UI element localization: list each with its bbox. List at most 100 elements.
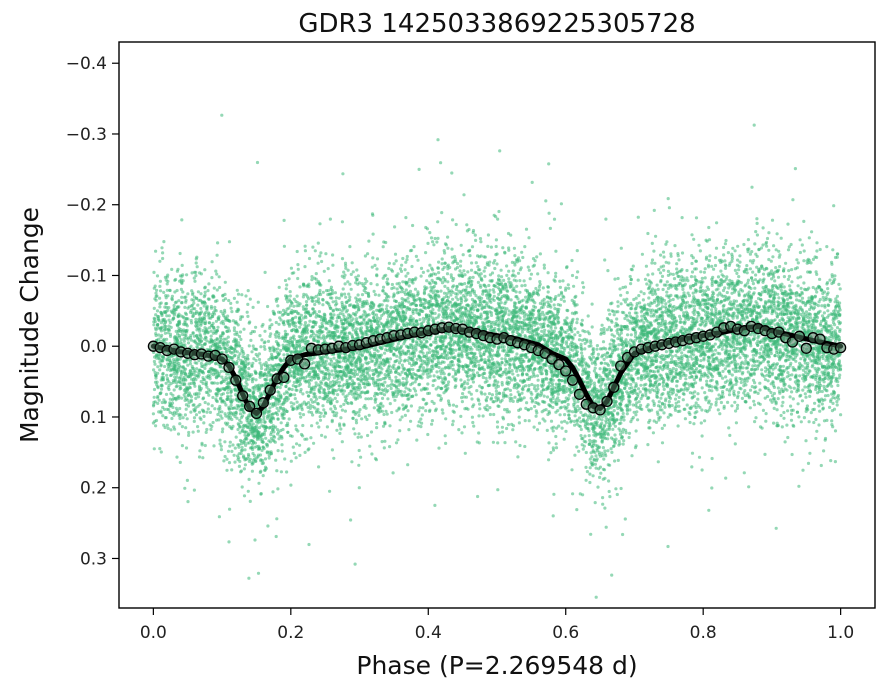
data-point <box>313 400 317 404</box>
data-point <box>524 295 528 299</box>
data-point <box>836 393 841 398</box>
data-point <box>746 238 751 242</box>
data-point <box>699 421 703 425</box>
data-point <box>686 358 690 362</box>
data-point <box>352 427 356 431</box>
data-point <box>165 288 169 292</box>
data-point <box>831 396 835 400</box>
data-point <box>215 272 219 276</box>
data-point <box>503 408 507 412</box>
data-point <box>198 333 202 337</box>
data-point <box>312 392 316 396</box>
data-point <box>486 233 490 237</box>
data-point <box>324 252 328 256</box>
data-point <box>680 251 685 255</box>
data-point <box>627 372 631 376</box>
data-point <box>460 349 464 353</box>
data-point <box>485 395 489 399</box>
data-point <box>357 432 361 436</box>
data-point <box>186 292 190 296</box>
data-point <box>308 390 312 394</box>
data-point <box>579 342 583 346</box>
data-point <box>494 238 498 242</box>
data-point <box>769 351 773 356</box>
data-point <box>576 404 580 408</box>
data-point <box>295 249 299 254</box>
data-point <box>194 261 198 265</box>
data-point <box>421 397 425 401</box>
data-point <box>625 412 629 416</box>
data-point <box>751 270 755 274</box>
data-point <box>414 373 418 377</box>
data-point <box>669 387 673 391</box>
data-point <box>625 297 629 301</box>
data-point <box>651 272 655 276</box>
data-point <box>607 427 612 431</box>
data-point <box>818 409 822 413</box>
data-point <box>262 345 266 349</box>
data-point <box>705 395 709 399</box>
data-point <box>710 308 714 312</box>
data-point <box>665 290 669 294</box>
data-point <box>650 258 655 262</box>
data-point <box>575 317 579 321</box>
data-point <box>669 254 673 258</box>
data-point <box>188 386 192 390</box>
data-point <box>247 344 251 348</box>
data-point <box>384 307 388 311</box>
data-point <box>325 334 329 338</box>
data-point <box>558 279 562 283</box>
data-point <box>431 383 435 388</box>
data-point <box>713 263 718 268</box>
data-point <box>567 393 571 397</box>
data-point <box>473 305 478 309</box>
data-point <box>483 392 487 396</box>
data-point <box>461 253 465 257</box>
data-point <box>246 289 250 293</box>
data-point <box>326 356 330 360</box>
data-point <box>710 385 714 389</box>
data-point <box>565 342 569 346</box>
data-point <box>451 285 455 289</box>
data-point <box>180 342 184 346</box>
data-point <box>298 285 302 289</box>
data-point <box>659 280 663 284</box>
data-point <box>749 314 754 318</box>
data-point <box>577 338 582 342</box>
data-point <box>219 309 223 314</box>
data-point <box>833 429 838 433</box>
data-point <box>655 283 659 287</box>
data-point <box>171 318 175 322</box>
data-point <box>628 274 632 279</box>
data-point <box>766 318 770 322</box>
data-point <box>312 356 316 360</box>
data-point <box>674 393 679 397</box>
data-point <box>158 447 162 451</box>
data-point <box>486 244 490 248</box>
data-point <box>295 294 299 298</box>
data-point <box>764 412 768 416</box>
data-point <box>398 418 402 422</box>
data-point <box>471 275 475 279</box>
data-point <box>573 414 577 418</box>
data-point <box>488 260 492 264</box>
data-point <box>616 331 620 335</box>
data-point <box>429 289 433 293</box>
data-point <box>737 268 741 272</box>
data-point <box>258 334 262 338</box>
data-point <box>264 436 268 440</box>
data-point <box>199 306 203 311</box>
data-point <box>623 285 628 289</box>
data-point <box>260 338 264 342</box>
data-point <box>836 383 840 388</box>
data-point <box>240 485 244 489</box>
data-point <box>621 411 625 416</box>
data-point <box>437 295 441 299</box>
data-point <box>697 455 702 459</box>
data-point <box>557 399 561 403</box>
data-point <box>326 267 330 271</box>
data-point <box>702 270 707 274</box>
data-point <box>383 351 387 355</box>
data-point <box>184 426 188 430</box>
data-point <box>754 416 758 420</box>
